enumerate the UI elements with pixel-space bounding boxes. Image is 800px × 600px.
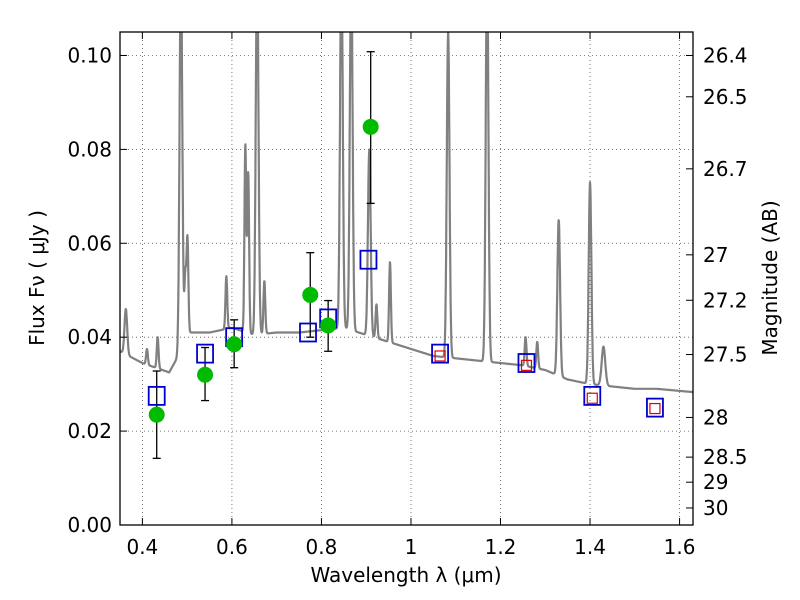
x-axis-title: Wavelength λ (μm) — [310, 563, 501, 587]
observed-point — [362, 118, 379, 135]
right-tick-label: 27.2 — [703, 288, 748, 312]
axis-ticks — [120, 32, 693, 526]
tick-labels: 0.4 0.6 0.8 1 1.2 1.4 1.6 0.00 0.02 0.04 0.06 0.08 0… — [67, 43, 747, 559]
observed-point — [148, 406, 165, 423]
y-tick-label: 0.08 — [67, 137, 112, 161]
right-tick-label: 27.5 — [703, 343, 748, 367]
right-axis-title: Magnitude (AB) — [758, 200, 782, 355]
model-inner-square-marker — [520, 359, 533, 371]
data-points-layer — [147, 118, 664, 423]
spectrum-line — [120, 32, 693, 394]
right-tick-label: 28.5 — [703, 445, 748, 469]
right-tick-label: 26.5 — [703, 85, 748, 109]
observed-point — [197, 366, 214, 383]
model-inner-square-marker — [586, 392, 598, 404]
y-tick-label: 0.10 — [67, 43, 112, 67]
model-square-marker — [147, 385, 166, 406]
x-tick-label: 1 — [405, 535, 418, 559]
observed-point — [302, 286, 319, 303]
model-square-marker — [299, 322, 317, 343]
y-axis-title: Flux Fν ( μJy ) — [25, 210, 49, 346]
model-spectrum-layer — [120, 32, 693, 394]
model-square-marker — [646, 397, 664, 418]
right-tick-label: 27 — [703, 243, 728, 267]
x-tick-label: 1.4 — [574, 535, 606, 559]
right-tick-label: 26.7 — [703, 157, 748, 181]
observed-point — [226, 336, 243, 353]
x-tick-label: 1.2 — [485, 535, 517, 559]
x-tick-label: 0.4 — [126, 535, 158, 559]
y-tick-label: 0.00 — [67, 513, 112, 537]
model-square-marker — [359, 249, 378, 270]
plot-frame — [119, 31, 694, 526]
x-tick-label: 0.8 — [306, 535, 338, 559]
observed-point — [320, 317, 337, 334]
y-tick-label: 0.02 — [67, 419, 112, 443]
x-tick-label: 1.6 — [664, 535, 696, 559]
right-tick-label: 29 — [703, 470, 728, 494]
right-tick-label: 26.4 — [703, 43, 748, 67]
y-tick-label: 0.06 — [67, 231, 112, 255]
y-tick-label: 0.04 — [67, 325, 112, 349]
model-inner-square-marker — [434, 350, 446, 362]
model-inner-square-marker — [649, 402, 661, 415]
model-square-marker — [517, 353, 536, 373]
model-square-marker — [583, 385, 602, 406]
right-tick-label: 30 — [703, 496, 728, 520]
model-square-marker — [431, 343, 449, 364]
x-tick-label: 0.6 — [216, 535, 248, 559]
right-tick-label: 28 — [703, 405, 728, 429]
model-square-marker — [196, 343, 214, 364]
